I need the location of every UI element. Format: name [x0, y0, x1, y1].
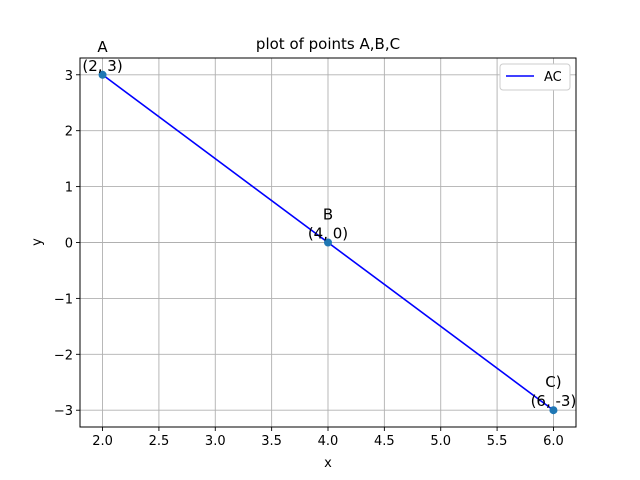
y-axis-ticks: 3 2 1 0 −1 −2 −3: [54, 69, 80, 419]
y-tick-label: −2: [54, 348, 73, 363]
x-tick-label: 3.5: [261, 434, 282, 449]
legend: AC: [499, 63, 571, 91]
point-name-label: C): [545, 373, 561, 391]
x-tick-label: 2.0: [92, 434, 113, 449]
y-axis-label: y: [30, 238, 45, 246]
point-name-label: A: [97, 38, 108, 56]
x-tick-label: 3.0: [205, 434, 226, 449]
point-marker: [549, 406, 558, 415]
point-coord-label: (6, -3): [531, 392, 577, 410]
y-tick-label: −3: [54, 404, 73, 419]
y-tick-label: 3: [65, 69, 73, 84]
point-marker: [324, 238, 332, 247]
grid: [80, 58, 576, 427]
legend-box: [499, 63, 571, 91]
y-tick-label: 1: [65, 181, 73, 196]
x-tick-label: 6.0: [543, 434, 564, 449]
x-tick-label: 4.5: [374, 434, 395, 449]
legend-label-ac: AC: [544, 70, 562, 85]
x-axis-ticks: 2.0 2.5 3.0 3.5 4.0 4.5 5.0 5.5 6.0: [92, 427, 564, 449]
point-name-label: B: [323, 206, 333, 224]
points-layer: A(2, 3) B(4, 0) C)(6, -3): [82, 38, 577, 415]
point-coord-label: (4, 0): [308, 225, 348, 243]
x-tick-label: 5.0: [430, 434, 451, 449]
x-tick-label: 2.5: [149, 434, 170, 449]
y-tick-label: 0: [65, 237, 73, 252]
x-tick-label: 4.0: [318, 434, 339, 449]
point-marker: [98, 70, 107, 79]
chart-title: plot of points A,B,C: [256, 35, 400, 53]
x-tick-label: 5.5: [487, 434, 508, 449]
point-coord-label: (2, 3): [82, 57, 122, 75]
x-axis-label: x: [324, 456, 332, 471]
y-tick-label: −1: [54, 292, 73, 307]
y-tick-label: 2: [65, 125, 73, 140]
